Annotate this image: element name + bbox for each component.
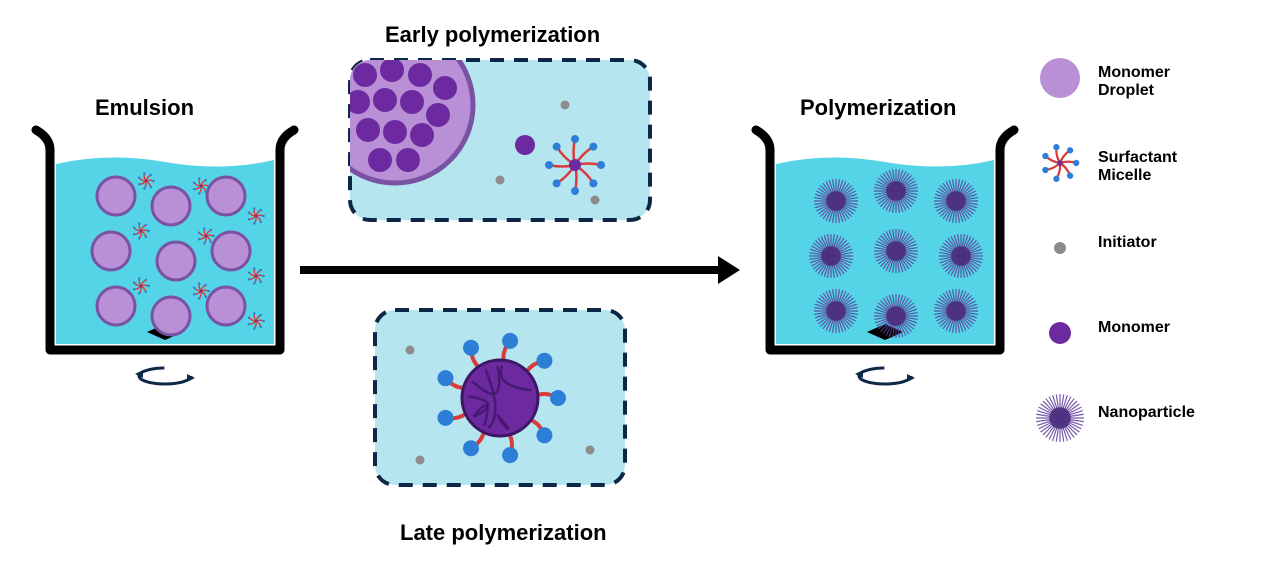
late-polymerization-panel <box>375 310 625 485</box>
polymerization-title: Polymerization <box>800 95 956 121</box>
early-polymerization-title: Early polymerization <box>385 22 600 48</box>
legend-label-initiator: Initiator <box>1098 234 1157 252</box>
legend-label-monomer: Monomer <box>1098 319 1170 337</box>
polymerization-beaker <box>756 130 1014 350</box>
legend-label-nanoparticle: Nanoparticle <box>1098 404 1195 422</box>
emulsion-title: Emulsion <box>95 95 194 121</box>
legend <box>1036 58 1084 442</box>
legend-label-droplet: Monomer Droplet <box>1098 64 1170 101</box>
late-polymerization-title: Late polymerization <box>400 520 607 546</box>
diagram <box>0 0 1268 580</box>
legend-label-micelle: Surfactant Micelle <box>1098 149 1177 186</box>
emulsion-beaker <box>36 130 294 350</box>
early-polymerization-panel <box>317 27 650 220</box>
